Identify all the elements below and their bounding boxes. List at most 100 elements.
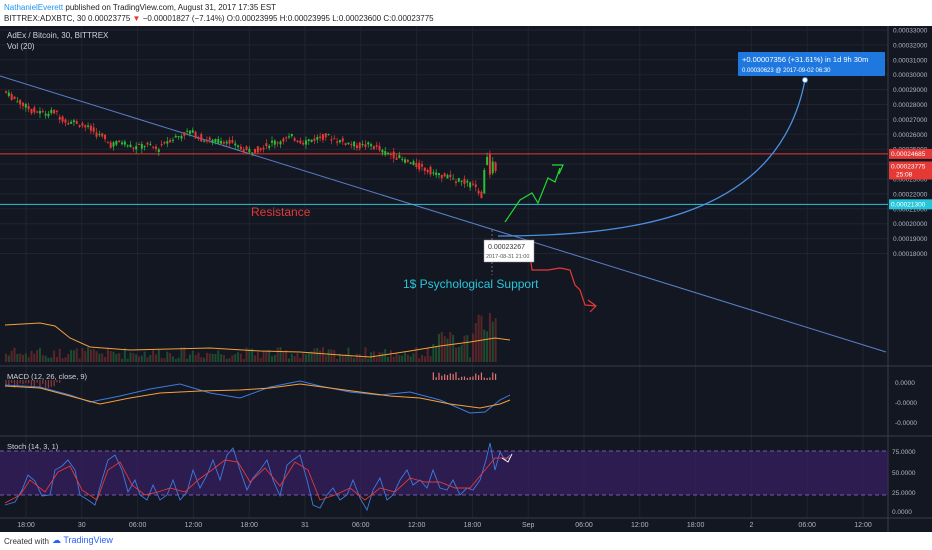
candle-body [205, 140, 208, 142]
volume-bar [466, 335, 469, 362]
publish-header: NathanielEverett published on TradingVie… [0, 0, 932, 26]
macd-line [4, 380, 511, 414]
volume-bar [412, 353, 415, 362]
candle-body [338, 140, 341, 143]
volume-bar [21, 354, 24, 362]
target-line1: +0.00007356 (+31.61%) in 1d 9h 30m [742, 55, 868, 64]
volume-bar [327, 349, 330, 362]
macd-bar [36, 380, 38, 383]
candle-body [251, 152, 254, 154]
volume-bar [183, 347, 186, 362]
candle-body [494, 162, 497, 171]
target-box[interactable]: +0.00007356 (+31.61%) in 1d 9h 30m 0.000… [738, 52, 885, 76]
candle-body [228, 139, 231, 144]
time-tick: 2 [749, 522, 753, 529]
bullish-arrow-drawing[interactable] [504, 164, 564, 223]
candle-body [89, 125, 92, 131]
candle-body [392, 151, 395, 159]
candle-body [262, 147, 265, 150]
candle-body [21, 102, 24, 107]
candle-body [75, 121, 78, 124]
volume-bar [480, 315, 483, 362]
chart-canvas[interactable]: Resistance 1$ Psychological Support +0.0… [0, 26, 932, 532]
candle-body [234, 143, 237, 146]
candle-body [132, 147, 135, 149]
volume-bar [160, 357, 163, 362]
bar-countdown: 25:08 [896, 171, 913, 178]
time-tick: 06:00 [575, 522, 593, 529]
chart-title: AdEx / Bitcoin, 30, BITTREX [7, 31, 109, 40]
volume-bar [44, 355, 47, 362]
volume-bar [488, 313, 491, 362]
volume-bar [177, 357, 180, 362]
volume-bar [135, 354, 138, 362]
candle-body [304, 140, 307, 145]
macd-bar [8, 380, 10, 387]
projection-curve[interactable] [497, 79, 806, 237]
candle-body [72, 120, 75, 122]
volume-bar [350, 356, 353, 362]
volume-bar [313, 348, 316, 362]
candle-body [61, 116, 64, 122]
candle-body [460, 180, 463, 182]
candle-body [293, 138, 296, 141]
volume-bar [463, 335, 466, 362]
stoch-tick: 25.0000 [892, 490, 916, 497]
volume-bar [486, 331, 489, 362]
candle-body [384, 151, 387, 155]
volume-bar [392, 356, 395, 362]
candle-body [474, 184, 477, 188]
stoch-tick: 75.0000 [892, 449, 916, 456]
volume-bar [239, 353, 242, 362]
volume-bar [302, 352, 305, 362]
candle-body [118, 140, 121, 143]
volume-bar [72, 350, 75, 362]
macd-bar [13, 380, 16, 388]
trend-line[interactable] [0, 75, 887, 353]
candle-body [152, 146, 155, 148]
volume-bar [109, 351, 112, 362]
candle-body [324, 133, 327, 138]
candle-body [336, 141, 339, 143]
author-link[interactable]: NathanielEverett [4, 3, 64, 12]
volume-bar [217, 350, 220, 362]
tradingview-logo[interactable]: ☁ TradingView [52, 535, 113, 546]
bearish-arrow-drawing[interactable] [529, 254, 597, 313]
candle-body [375, 145, 378, 147]
candle-body [149, 143, 152, 145]
macd-bar [47, 380, 50, 388]
crosshair-tooltip: 0.00023267 2017-08-31 21:00 [483, 230, 535, 275]
volume-bar [30, 350, 33, 362]
candle-body [180, 135, 183, 139]
volume-bar [140, 355, 143, 362]
macd-bar [455, 372, 457, 380]
candle-body [95, 132, 98, 137]
candle-body [404, 159, 407, 163]
candle-body [273, 140, 276, 145]
macd-bar [446, 375, 449, 380]
macd-bar [438, 372, 440, 380]
volume-bar [336, 358, 339, 362]
candle-body [109, 142, 112, 148]
candle-body [169, 139, 172, 143]
ohlc-values: O:0.00023995 H:0.00023995 L:0.00023600 C… [226, 14, 434, 23]
volume-bar [101, 353, 104, 362]
macd-bar [492, 372, 494, 380]
candle-body [92, 127, 95, 132]
publish-line: NathanielEverett published on TradingVie… [4, 3, 276, 12]
macd-bar [432, 372, 434, 380]
volume-bar [222, 355, 225, 362]
volume-bar [143, 351, 146, 362]
candle-body [452, 178, 455, 180]
volume-bar [203, 357, 206, 362]
candle-body [282, 138, 285, 142]
candle-body [211, 139, 214, 143]
candle-body [302, 142, 305, 145]
time-axis[interactable]: 18:00 30 06:00 12:00 18:00 31 06:00 12:00 18:00 S… [17, 522, 872, 529]
volume-bar [429, 356, 432, 362]
volume-bar [121, 358, 124, 362]
volume-bar [251, 348, 254, 362]
candle-body [412, 161, 415, 165]
candle-body [121, 142, 124, 145]
volume-bar [404, 352, 407, 362]
